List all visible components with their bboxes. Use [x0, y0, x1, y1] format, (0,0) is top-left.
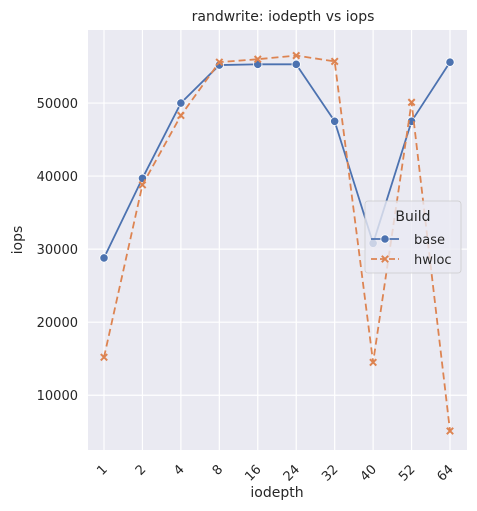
data-point-base	[176, 98, 186, 108]
data-point-base	[99, 253, 109, 263]
data-point-base	[330, 116, 340, 126]
data-point-hwloc	[253, 55, 262, 64]
x-tick-label: 4	[171, 462, 187, 478]
y-axis-label: iops	[10, 226, 26, 255]
legend-label-base: base	[414, 233, 445, 248]
y-tick-label: 10000	[37, 389, 78, 404]
x-tick-label: 64	[435, 462, 457, 484]
data-point-hwloc	[138, 180, 147, 189]
data-point-hwloc	[100, 353, 108, 362]
data-point-base	[291, 59, 301, 69]
legend-marker-hwloc	[381, 255, 389, 263]
data-point-hwloc	[369, 358, 378, 367]
data-point-hwloc	[292, 51, 301, 60]
x-tick-label: 40	[358, 462, 380, 484]
series-line-base	[103, 61, 451, 259]
legend-label-hwloc: hwloc	[414, 253, 452, 268]
legend-title: Build	[395, 209, 430, 225]
x-tick-labels: 1 2 4 8 16 24 32 40 52 64	[94, 462, 456, 484]
y-tick-label: 50000	[37, 97, 78, 112]
x-axis-label: iodepth	[250, 485, 303, 501]
data-point-hwloc	[215, 58, 224, 67]
data-point-hwloc	[407, 98, 416, 107]
x-tick-label: 2	[133, 462, 149, 478]
legend-box	[364, 200, 462, 274]
x-tick-label: 24	[281, 462, 303, 484]
x-tick-label: 16	[242, 462, 264, 484]
x-tick-label: 1	[94, 462, 110, 478]
legend-marker-base	[380, 234, 390, 244]
data-point-hwloc	[330, 57, 339, 66]
x-tick-label: 8	[210, 462, 226, 478]
data-point-hwloc	[176, 111, 185, 120]
legend-entries: base hwloc	[371, 233, 452, 268]
data-point-base	[445, 57, 455, 67]
x-tick-label: 52	[396, 462, 418, 484]
y-tick-label: 40000	[37, 170, 78, 185]
data-point-hwloc	[446, 427, 454, 435]
y-tick-labels: 10000 20000 30000 40000 50000	[37, 97, 78, 404]
y-tick-label: 20000	[37, 316, 78, 331]
chart-title: randwrite: iodepth vs iops	[192, 9, 375, 25]
legend: Build base hwloc	[364, 200, 462, 274]
x-tick-label: 32	[319, 462, 341, 484]
y-tick-label: 30000	[37, 243, 78, 258]
